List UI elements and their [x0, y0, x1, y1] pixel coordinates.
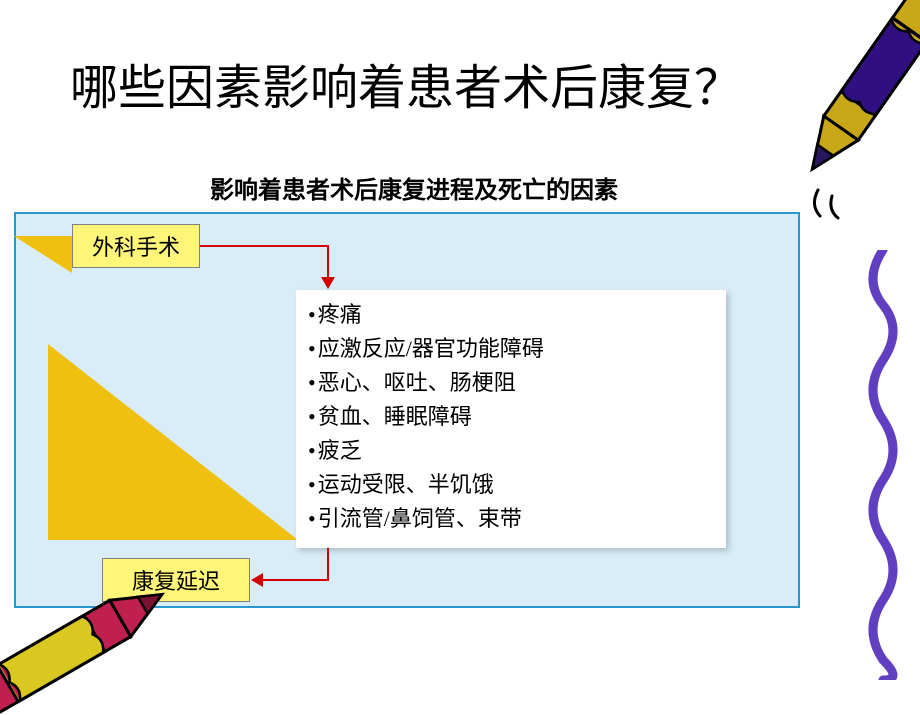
crayon-icon [0, 565, 175, 715]
accent-triangle-small [14, 236, 72, 273]
factor-item: 引流管/鼻饲管、束带 [308, 502, 714, 536]
factor-item: 运动受限、半饥饿 [308, 468, 714, 502]
accent-triangle-large [48, 344, 298, 540]
diagram-subtitle: 影响着患者术后康复进程及死亡的因素 [210, 170, 618, 205]
node-surgery: 外科手术 [72, 224, 200, 268]
arrow-surgery-h [200, 245, 328, 247]
factor-item: 疲乏 [308, 434, 714, 468]
arrow-surgery-head [321, 277, 335, 289]
node-surgery-label: 外科手术 [92, 230, 180, 262]
factor-item: 贫血、睡眠障碍 [308, 400, 714, 434]
factor-item: 应激反应/器官功能障碍 [308, 332, 714, 366]
arrow-delay-head [251, 573, 263, 587]
factor-item: 疼痛 [308, 298, 714, 332]
arrow-surgery-v [327, 245, 329, 279]
factors-list: 疼痛 应激反应/器官功能障碍 恶心、呕吐、肠梗阻 贫血、睡眠障碍 疲乏 运动受限… [308, 298, 714, 536]
arrow-delay-v [327, 548, 329, 580]
arrow-delay-h [262, 579, 329, 581]
squiggle-decoration [858, 250, 908, 680]
page-title: 哪些因素影响着患者术后康复？ [70, 48, 742, 118]
factor-item: 恶心、呕吐、肠梗阻 [308, 366, 714, 400]
factors-panel: 疼痛 应激反应/器官功能障碍 恶心、呕吐、肠梗阻 贫血、睡眠障碍 疲乏 运动受限… [296, 290, 726, 548]
crayon-icon [760, 0, 920, 230]
